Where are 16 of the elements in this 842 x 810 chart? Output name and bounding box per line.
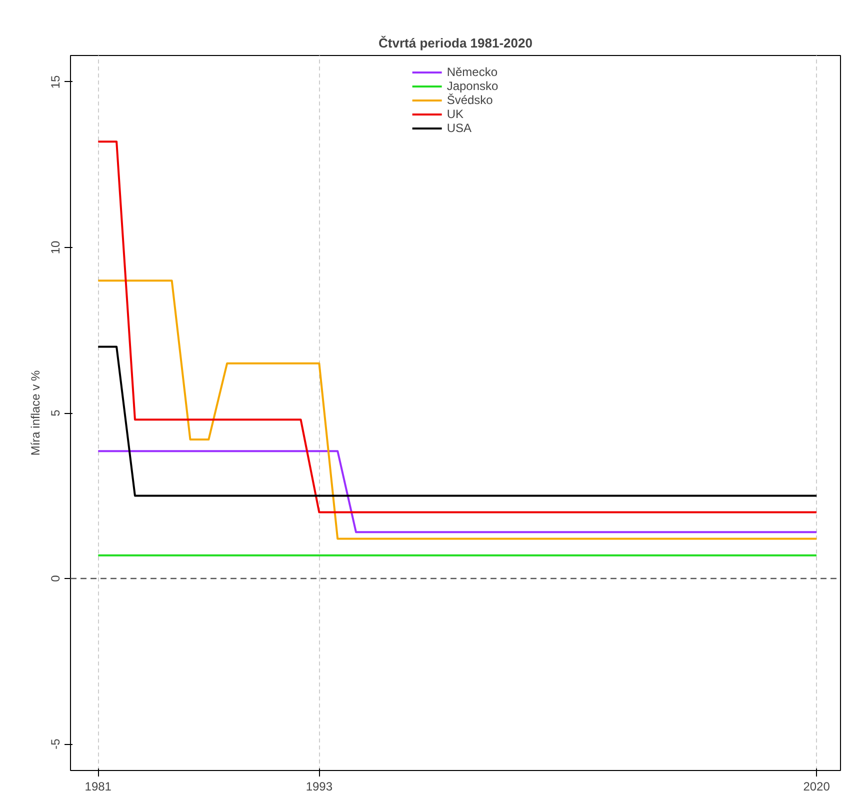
y-tick-label: 10 bbox=[48, 240, 62, 254]
y-tick-label: 5 bbox=[48, 409, 62, 416]
legend-label: USA bbox=[446, 121, 472, 135]
y-tick-label: -5 bbox=[48, 738, 62, 750]
x-tick-label: 1981 bbox=[84, 780, 112, 794]
legend-label: Švédsko bbox=[446, 93, 493, 107]
y-tick-label: 15 bbox=[48, 74, 62, 89]
x-tick-label: 2020 bbox=[803, 780, 830, 794]
legend-label: Japonsko bbox=[446, 79, 498, 93]
legend-label: Německo bbox=[446, 65, 498, 79]
y-axis-title: Míra inflace v % bbox=[28, 370, 42, 456]
x-tick-label: 1993 bbox=[306, 780, 333, 794]
line-series bbox=[97, 280, 818, 540]
legend-label: UK bbox=[446, 107, 464, 121]
chart-title: Čtvrtá perioda 1981-2020 bbox=[378, 36, 532, 50]
y-tick-label: 0 bbox=[48, 574, 62, 582]
